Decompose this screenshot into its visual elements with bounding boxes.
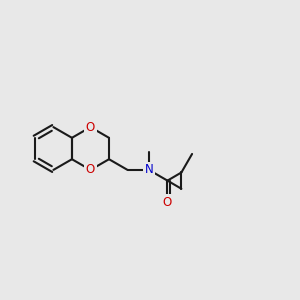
Text: O: O <box>86 121 95 134</box>
Text: N: N <box>145 164 153 176</box>
Text: O: O <box>163 196 172 208</box>
Text: O: O <box>86 164 95 176</box>
